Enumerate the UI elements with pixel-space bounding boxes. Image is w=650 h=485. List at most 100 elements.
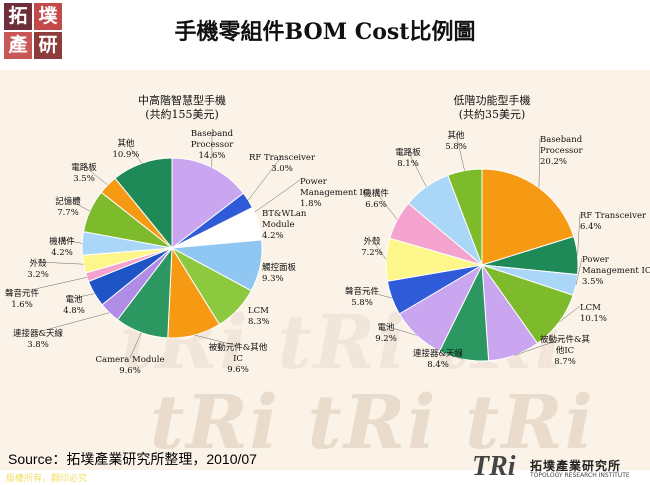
leader-line [514,337,566,356]
slice-label: Baseband Processor 14.6% [191,129,235,161]
slice-label-line: BT&WLan [262,209,307,219]
slice-label: LCM 10.1% [580,303,607,324]
leader-line [371,239,387,260]
slice-label-line: 被動元件&其他 [209,342,268,353]
leader-line [254,179,301,213]
slice-label: 被動元件&其他IC 8.7% [540,334,591,367]
slice-percent: 8.4% [427,360,449,370]
leader-line [21,277,87,293]
slice-label: Baseband Processor 20.2% [540,135,584,167]
slice-label-line: 他IC [556,345,574,356]
logo-box: 產 [4,32,32,59]
slice-percent: 7.2% [361,248,383,258]
slice-percent: 7.7% [57,208,79,218]
slice-label-line: 其他 [117,138,135,149]
slice-percent: 5.8% [351,298,373,308]
slice-label: LCM 8.3% [248,306,270,327]
slice-percent: 10.1% [580,314,607,324]
leader-line [577,213,581,256]
slice-label-line: Processor [191,140,235,150]
slice-label-line: RF Transceiver [249,153,316,163]
logo-box: 拓 [4,3,32,30]
slice-label: Camera Module 9.6% [96,355,165,376]
slice-percent: 4.2% [51,248,73,258]
chart-title: 中高階智慧型手機 [138,93,226,107]
slice-label-line: Management IC [300,188,369,198]
slice-percent: 4.8% [63,306,85,316]
slice-label: 聲音元件 1.6% [5,288,40,310]
slice-label-line: 記憶體 [55,196,81,207]
slice-percent: 3.0% [271,164,293,174]
slice-label-line: 聲音元件 [5,288,40,299]
slice-percent: 1.8% [300,199,322,209]
leader-line [73,293,95,299]
slice-percent: 8.7% [554,357,576,367]
logo-box: 墣 [34,3,62,30]
leader-line [67,199,91,212]
slice-label-line: 機構件 [363,188,389,199]
leader-line [194,334,239,347]
pie-slice [447,168,483,266]
slice-percent: 9.6% [119,366,141,376]
slice-label-line: Management IC [582,266,650,276]
slice-label-line: 聲音元件 [345,286,380,297]
slice-percent: 3.5% [73,174,95,184]
source-note: Source：拓墣產業研究所整理，2010/07 [8,451,257,467]
slice-label-line: 觸控面板 [262,262,297,273]
slice-percent: 14.6% [198,151,225,161]
leader-line [375,191,398,220]
logo: 拓 墣 產 研 [4,3,64,59]
slice-label-line: 連接器&天線 [413,348,464,359]
chart-title: 低階功能型手機 [454,93,531,107]
slice-label-line: IC [233,354,243,364]
logo-box: 研 [34,32,62,59]
slice-label: 電池 4.8% [63,294,85,316]
slice-label-line: Camera Module [96,355,165,365]
tri-logo-name: 拓墣產業研究所 [530,459,622,473]
tri-logo-english: TOPOLOGY RESEARCH INSTITUTE [530,472,630,479]
slice-label-line: 電路板 [71,162,97,173]
slice-label-line: 連接器&天線 [13,328,64,339]
slice-label-line: Power [300,177,328,187]
slice-label: 觸控面板 9.3% [262,262,297,284]
tri-logo-mark: TRi [472,451,516,482]
slice-label-line: Processor [540,146,584,156]
slice-label-line: Module [262,220,295,230]
slice-label: 電路板 3.5% [71,162,97,184]
slice-label: 其他 5.8% [445,130,467,152]
slice-percent: 9.2% [375,334,397,344]
page-title: 手機零組件BOM Cost比例圖 [174,19,476,45]
slice-percent: 3.2% [27,270,49,280]
pie-slice [481,168,575,266]
slice-label: 被動元件&其他 IC 9.6% [209,342,268,375]
slice-label-line: 被動元件&其 [540,334,591,345]
slice-label: RF Transceiver 3.0% [249,153,316,174]
leader-line [538,137,541,188]
slice-label-line: Power [582,255,610,265]
pie-slice [114,157,173,250]
slice-label-line: Baseband [191,129,234,139]
slice-percent: 8.3% [248,317,270,327]
slice-label: 外殼 3.2% [27,258,49,280]
leader-line [37,261,84,265]
slice-percent: 4.2% [262,231,284,241]
leader-line [558,305,581,323]
leader-line [83,165,108,186]
leader-line [37,312,110,333]
slice-label-line: 外殼 [363,236,381,247]
slice-label-line: 電池 [65,294,83,305]
slice-label: 連接器&天線 3.8% [13,328,64,350]
slice-label-line: RF Transceiver [580,211,647,221]
leader-line [361,289,392,299]
slice-label: 連接器&天線 8.4% [413,348,464,370]
leader-line [125,141,143,164]
slice-percent: 3.5% [582,277,604,287]
slice-percent: 1.6% [11,300,33,310]
slice-percent: 5.8% [445,142,467,152]
slice-label: 機構件 4.2% [49,236,75,258]
slice-label-line: LCM [248,306,269,316]
slice-label-line: LCM [580,303,601,313]
slice-percent: 20.2% [540,157,567,167]
